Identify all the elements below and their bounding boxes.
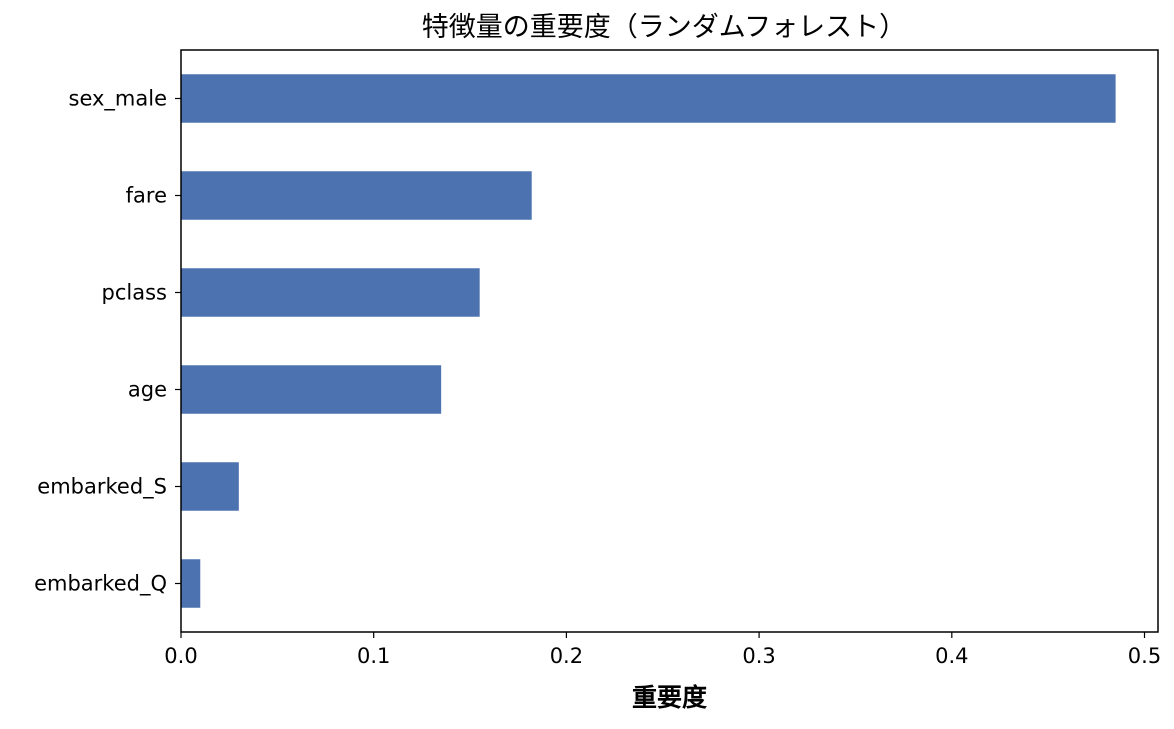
y-tick-label-embarked_S: embarked_S bbox=[37, 475, 167, 500]
x-axis: 0.0 0.1 0.2 0.3 0.4 0.5 bbox=[164, 632, 1161, 668]
bar-age bbox=[181, 365, 442, 414]
chart-title: 特徴量の重要度（ランダムフォレスト） bbox=[422, 12, 906, 43]
x-tick-label-0.0: 0.0 bbox=[164, 644, 197, 668]
x-axis-label: 重要度 bbox=[632, 683, 707, 712]
y-tick-label-age: age bbox=[128, 378, 167, 402]
bars-layer bbox=[181, 74, 1116, 608]
y-tick-label-pclass: pclass bbox=[102, 281, 167, 305]
x-tick-label-0.2: 0.2 bbox=[550, 644, 583, 668]
bar-fare bbox=[181, 171, 532, 220]
bar-embarked_Q bbox=[181, 559, 201, 608]
bar-pclass bbox=[181, 268, 480, 317]
x-tick-label-0.3: 0.3 bbox=[742, 644, 775, 668]
y-tick-label-fare: fare bbox=[126, 184, 167, 208]
x-tick-label-0.1: 0.1 bbox=[357, 644, 390, 668]
x-tick-label-0.4: 0.4 bbox=[935, 644, 968, 668]
bar-embarked_S bbox=[181, 462, 239, 511]
y-tick-label-embarked_Q: embarked_Q bbox=[34, 572, 167, 597]
plot-frame bbox=[180, 49, 1159, 633]
bar-sex_male bbox=[181, 74, 1116, 123]
x-tick-label-0.5: 0.5 bbox=[1128, 644, 1161, 668]
y-tick-label-sex_male: sex_male bbox=[69, 87, 168, 112]
